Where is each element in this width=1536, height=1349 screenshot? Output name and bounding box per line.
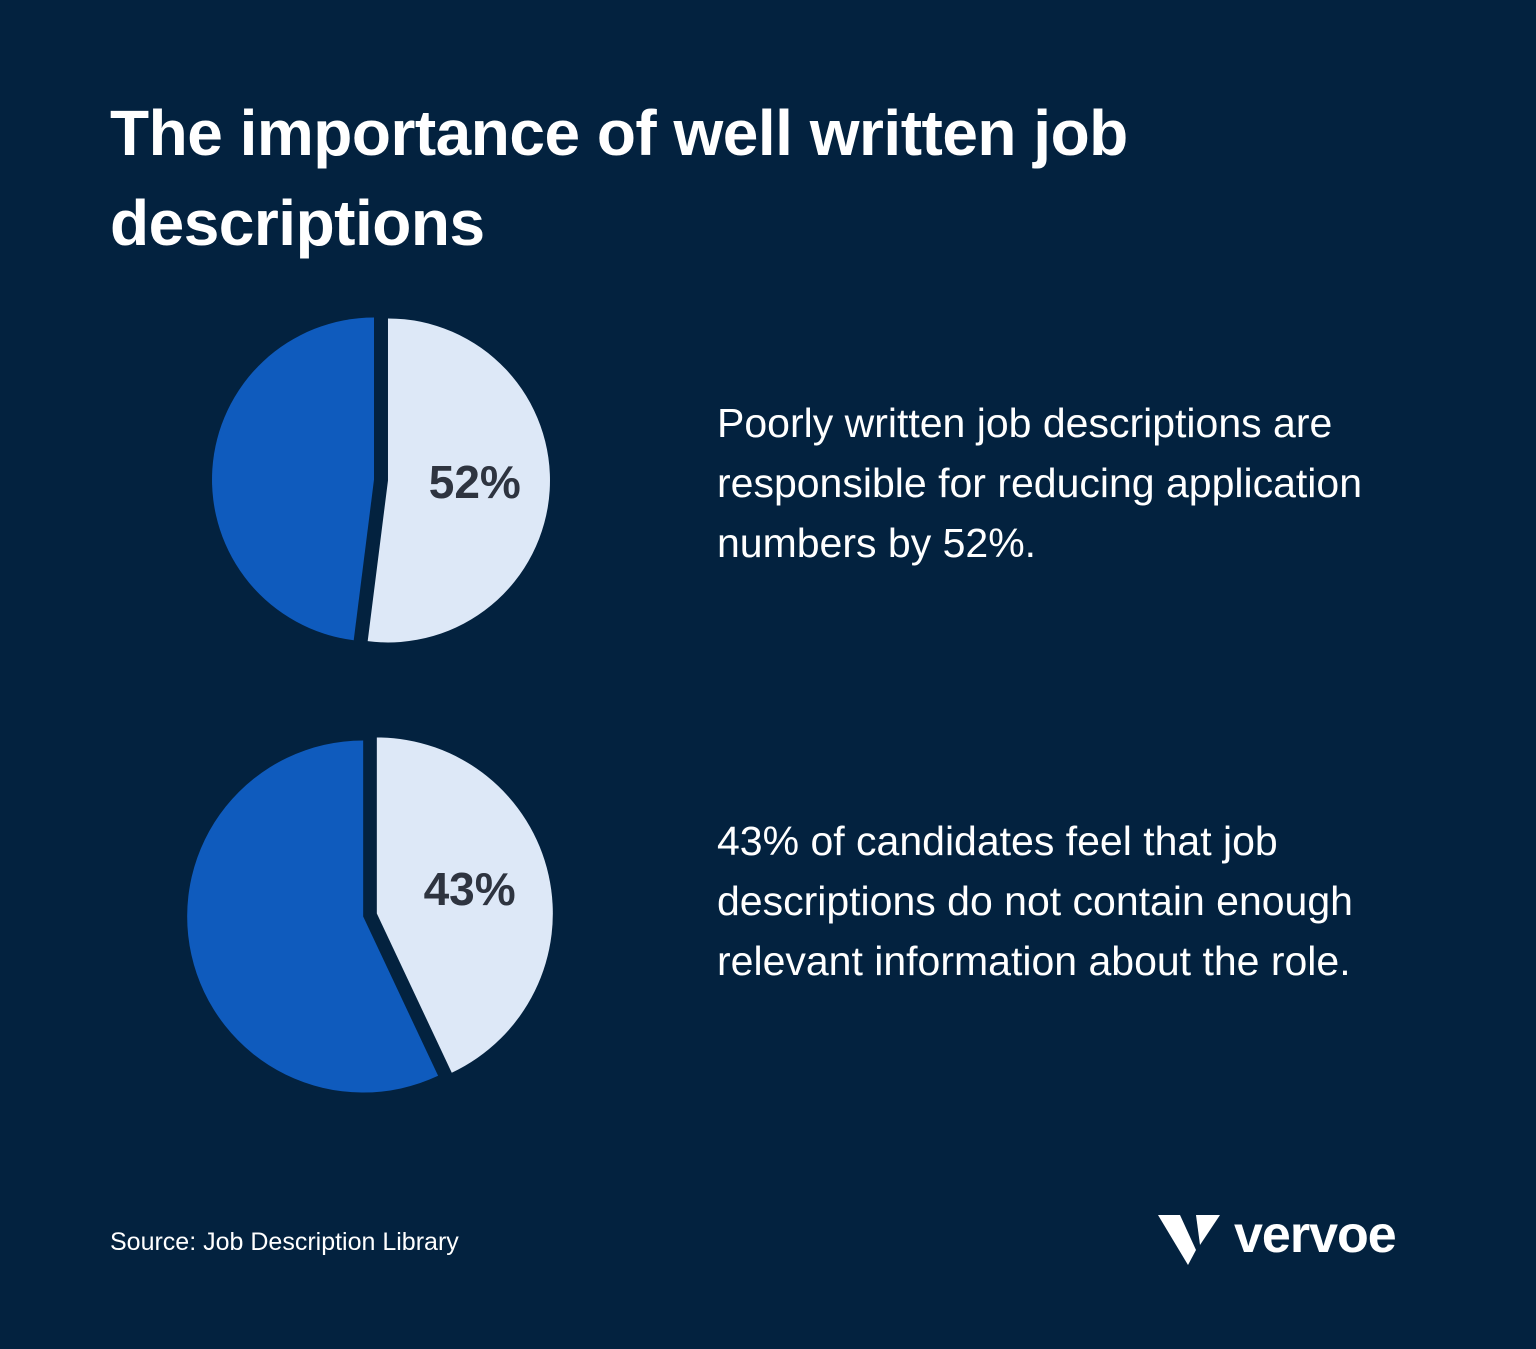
pie-slice	[187, 740, 439, 1093]
pie-slice	[376, 737, 553, 1073]
slice-label: 43%	[424, 863, 516, 915]
pie-slice	[367, 318, 550, 643]
brand-logo-mark	[1158, 1215, 1220, 1265]
title: The importance of well written job descr…	[110, 97, 1128, 259]
pie-slice	[212, 317, 375, 641]
description: Poorly written job descriptions are resp…	[717, 400, 1363, 566]
source: Source: Job Description Library	[110, 1228, 459, 1256]
description: 43% of candidates feel that job descript…	[717, 818, 1353, 984]
brand-name: vervoe	[1234, 1206, 1397, 1264]
slice-label: 52%	[429, 456, 521, 508]
